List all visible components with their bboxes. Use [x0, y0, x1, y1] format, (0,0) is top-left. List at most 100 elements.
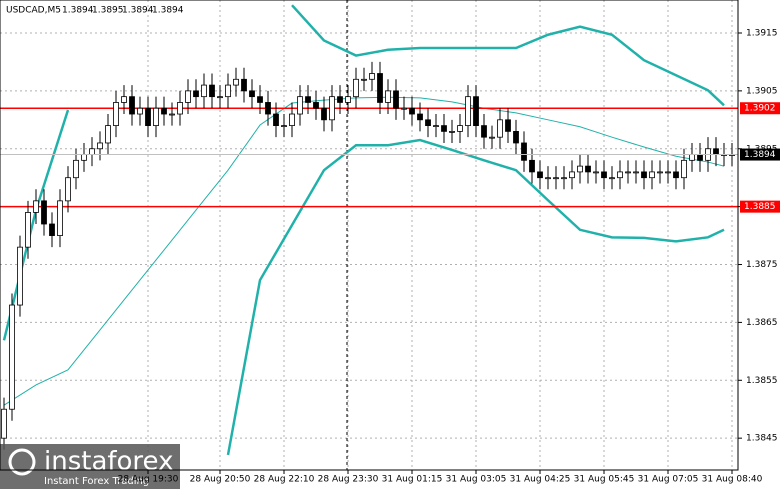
candle-body [521, 142, 527, 161]
candle-body [641, 171, 647, 179]
candle-body [289, 113, 295, 127]
candle-body [601, 171, 607, 179]
candle-body [313, 102, 319, 109]
candle-body [529, 159, 535, 173]
candle-body [385, 90, 391, 103]
candle-body [217, 96, 223, 99]
x-tick-label: 28 Aug 22:10 [254, 475, 315, 485]
chart-title: USDCAD,M5 [6, 6, 61, 16]
candle-body [161, 107, 167, 115]
candle-body [193, 90, 199, 98]
watermark-logo [8, 448, 36, 476]
candle-body [257, 96, 263, 103]
header-value: 1.3894 [122, 6, 154, 16]
candle-body [121, 96, 127, 103]
candle-body [49, 223, 55, 236]
x-tick-label: 31 Aug 05:45 [574, 475, 635, 485]
candle-body [297, 96, 303, 115]
header-value: 1.3894 [152, 6, 184, 16]
candle-body [433, 125, 439, 128]
candle-body [265, 102, 271, 115]
watermark: instaforex Instant Forex Trading [0, 444, 180, 489]
candle-body [561, 177, 567, 180]
candle-body [169, 113, 175, 116]
plot-frame [0, 0, 739, 471]
level-label-box [740, 200, 780, 213]
last-price-label: 1.3894 [744, 150, 776, 160]
candle-body [41, 200, 47, 225]
candle-body [33, 200, 39, 213]
candle-body [113, 102, 119, 127]
candle-body [329, 96, 335, 121]
x-tick-label: 28 Aug 23:30 [318, 475, 379, 485]
candle-body [713, 148, 719, 155]
candle-body [1, 408, 7, 439]
candle-body [657, 171, 663, 174]
x-tick-label: 28 Aug 19:30 [118, 475, 179, 485]
candle-body [481, 125, 487, 138]
candle-body [25, 212, 31, 248]
candle-body [65, 177, 71, 202]
candle-body [617, 171, 623, 179]
candle-body [97, 142, 103, 150]
x-tick-label: 31 Aug 07:05 [638, 475, 699, 485]
candle-body [609, 177, 615, 180]
candle-body [145, 107, 151, 127]
candle-body [201, 84, 207, 98]
candle-body [361, 78, 367, 81]
candle-body [593, 171, 599, 174]
axes: 1.38941.38951.38941.38941.39151.39051.38… [62, 6, 780, 485]
y-tick-label: 1.3915 [746, 28, 778, 38]
x-tick-label: 31 Aug 01:15 [382, 475, 443, 485]
candle-body [633, 171, 639, 174]
level-label: 1.3885 [744, 202, 776, 212]
x-tick-label: 31 Aug 03:05 [446, 475, 507, 485]
x-tick-label: 28 Aug 20:50 [190, 475, 251, 485]
y-tick-label: 1.3855 [746, 376, 778, 386]
candle-body [105, 125, 111, 144]
candle-body [513, 130, 519, 144]
candle-body [553, 177, 559, 180]
header-value: 1.3894 [62, 6, 94, 16]
candle-body [409, 107, 415, 115]
candle-body [9, 304, 15, 410]
y-tick-label: 1.3905 [746, 86, 778, 96]
indicator-line [3, 96, 725, 406]
x-tick-label: 31 Aug 08:40 [702, 475, 763, 485]
candle-body [465, 96, 471, 127]
candle-body [497, 119, 503, 138]
candle-body [57, 200, 63, 236]
candle-body [89, 148, 95, 155]
candle-body [473, 96, 479, 127]
candle-body [625, 171, 631, 174]
candle-body [393, 90, 399, 109]
candle-body [225, 84, 231, 98]
candle-body [449, 130, 455, 133]
candle-body [673, 171, 679, 179]
candle-body [585, 165, 591, 173]
watermark-tagline: Instant Forex Trading [44, 476, 149, 487]
candle-body [681, 159, 687, 179]
candle-body [545, 177, 551, 180]
level-label: 1.3902 [744, 104, 776, 114]
candle-body [73, 159, 79, 179]
candle-body [137, 107, 143, 115]
candle-body [233, 78, 239, 86]
y-tick-label: 1.3875 [746, 260, 778, 270]
header-value: 1.3895 [92, 6, 124, 16]
candle-body [353, 78, 359, 98]
x-tick-label: 31 Aug 04:25 [510, 475, 571, 485]
candle-body [281, 125, 287, 128]
candle-body [337, 96, 343, 103]
candle-body [489, 136, 495, 139]
candle-body [401, 107, 407, 110]
candle-body [417, 113, 423, 121]
candle-body [345, 96, 351, 103]
candle-body [377, 73, 383, 103]
y-tick-label: 1.3865 [746, 318, 778, 328]
candle-body [305, 96, 311, 103]
candle-body [17, 246, 23, 306]
candle-body [425, 119, 431, 127]
candle-body [273, 113, 279, 127]
